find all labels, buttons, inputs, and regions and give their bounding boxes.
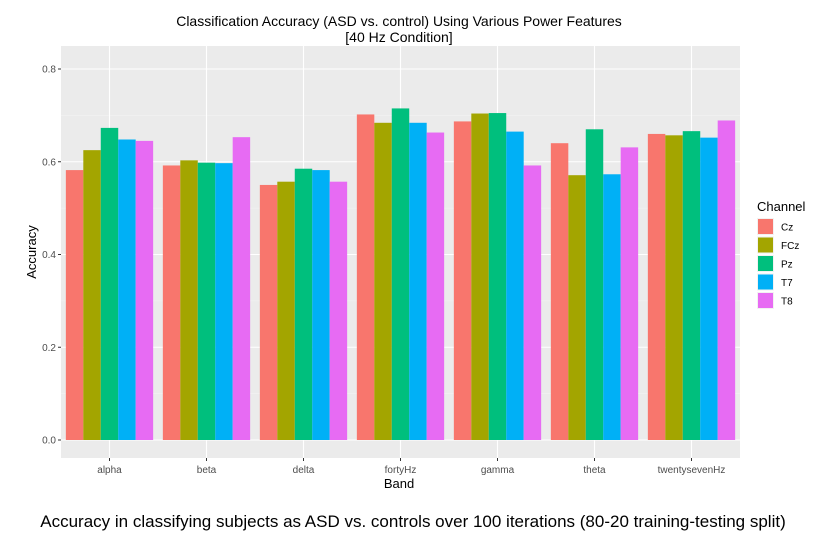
x-axis: alpha beta delta fortyHz gamma theta twentysev… bbox=[97, 458, 725, 476]
bar-delta-Cz bbox=[259, 184, 278, 440]
y-axis: 0.0 0.2 0.4 0.6 0.8 bbox=[42, 65, 61, 447]
bar-beta-T7 bbox=[215, 163, 233, 441]
bar-gamma-T8 bbox=[523, 165, 542, 440]
legend-title: Channel bbox=[757, 199, 806, 214]
y-tick-label: 0.2 bbox=[42, 343, 56, 354]
bar-twentysevenHz-T8 bbox=[717, 120, 736, 440]
bar-theta-T7 bbox=[603, 174, 621, 441]
legend: Channel Cz FCz Pz T7 T8 bbox=[757, 199, 806, 309]
x-tick-label: alpha bbox=[97, 465, 122, 476]
legend-swatch-FCz bbox=[758, 237, 773, 253]
bar-alpha-T7 bbox=[118, 139, 136, 441]
bar-delta-T7 bbox=[312, 170, 330, 440]
x-tick-label: theta bbox=[583, 465, 606, 476]
bar-gamma-T7 bbox=[506, 131, 524, 440]
bar-delta-Pz bbox=[294, 168, 313, 441]
bar-beta-Cz bbox=[162, 165, 181, 440]
figure-caption: Accuracy in classifying subjects as ASD … bbox=[40, 512, 786, 531]
bar-fortyHz-Pz bbox=[391, 108, 410, 440]
bar-theta-Cz bbox=[550, 143, 569, 440]
bar-gamma-Cz bbox=[453, 121, 472, 440]
bars bbox=[65, 108, 736, 441]
bar-beta-Pz bbox=[197, 162, 216, 441]
bar-fortyHz-FCz bbox=[374, 122, 392, 441]
bar-alpha-FCz bbox=[83, 150, 101, 440]
bar-fortyHz-T8 bbox=[426, 132, 445, 440]
bar-fortyHz-Cz bbox=[356, 114, 375, 440]
bar-theta-FCz bbox=[568, 175, 586, 441]
y-tick-label: 0.6 bbox=[42, 157, 56, 168]
bar-twentysevenHz-Cz bbox=[647, 133, 666, 441]
y-axis-label: Accuracy bbox=[24, 225, 39, 279]
legend-label-T8: T8 bbox=[781, 297, 793, 308]
x-axis-label: Band bbox=[384, 476, 414, 491]
bar-theta-T8 bbox=[620, 147, 639, 440]
x-tick-label: delta bbox=[293, 465, 315, 476]
bar-delta-T8 bbox=[329, 181, 348, 440]
bar-alpha-Cz bbox=[65, 170, 84, 440]
legend-swatch-T7 bbox=[758, 274, 773, 290]
legend-swatch-T8 bbox=[758, 293, 773, 308]
x-tick-label: gamma bbox=[481, 465, 515, 476]
legend-swatch-Pz bbox=[758, 256, 773, 271]
x-tick-label: twentysevenHz bbox=[658, 465, 726, 476]
bar-fortyHz-T7 bbox=[409, 122, 427, 441]
x-tick-label: fortyHz bbox=[385, 465, 417, 476]
bar-beta-T8 bbox=[232, 137, 251, 440]
legend-label-FCz: FCz bbox=[781, 241, 799, 252]
bar-gamma-Pz bbox=[488, 113, 507, 441]
bar-twentysevenHz-FCz bbox=[665, 135, 683, 440]
x-tick-label: beta bbox=[197, 465, 217, 476]
legend-label-Pz: Pz bbox=[781, 260, 793, 271]
y-tick-label: 0.4 bbox=[42, 250, 56, 261]
legend-label-T7: T7 bbox=[781, 278, 793, 289]
bar-alpha-Pz bbox=[100, 127, 119, 441]
chart-subtitle: [40 Hz Condition] bbox=[345, 29, 452, 45]
bar-gamma-FCz bbox=[471, 113, 489, 441]
bar-beta-FCz bbox=[180, 160, 198, 440]
y-tick-label: 0.8 bbox=[42, 65, 56, 76]
bar-twentysevenHz-T7 bbox=[700, 137, 718, 440]
chart-title: Classification Accuracy (ASD vs. control… bbox=[176, 13, 622, 29]
bar-alpha-T8 bbox=[135, 140, 154, 440]
y-tick-label: 0.0 bbox=[42, 436, 56, 447]
bar-twentysevenHz-Pz bbox=[682, 131, 701, 440]
bar-delta-FCz bbox=[277, 181, 295, 440]
legend-label-Cz: Cz bbox=[781, 223, 793, 234]
bar-theta-Pz bbox=[585, 129, 604, 440]
legend-swatch-Cz bbox=[758, 219, 773, 234]
